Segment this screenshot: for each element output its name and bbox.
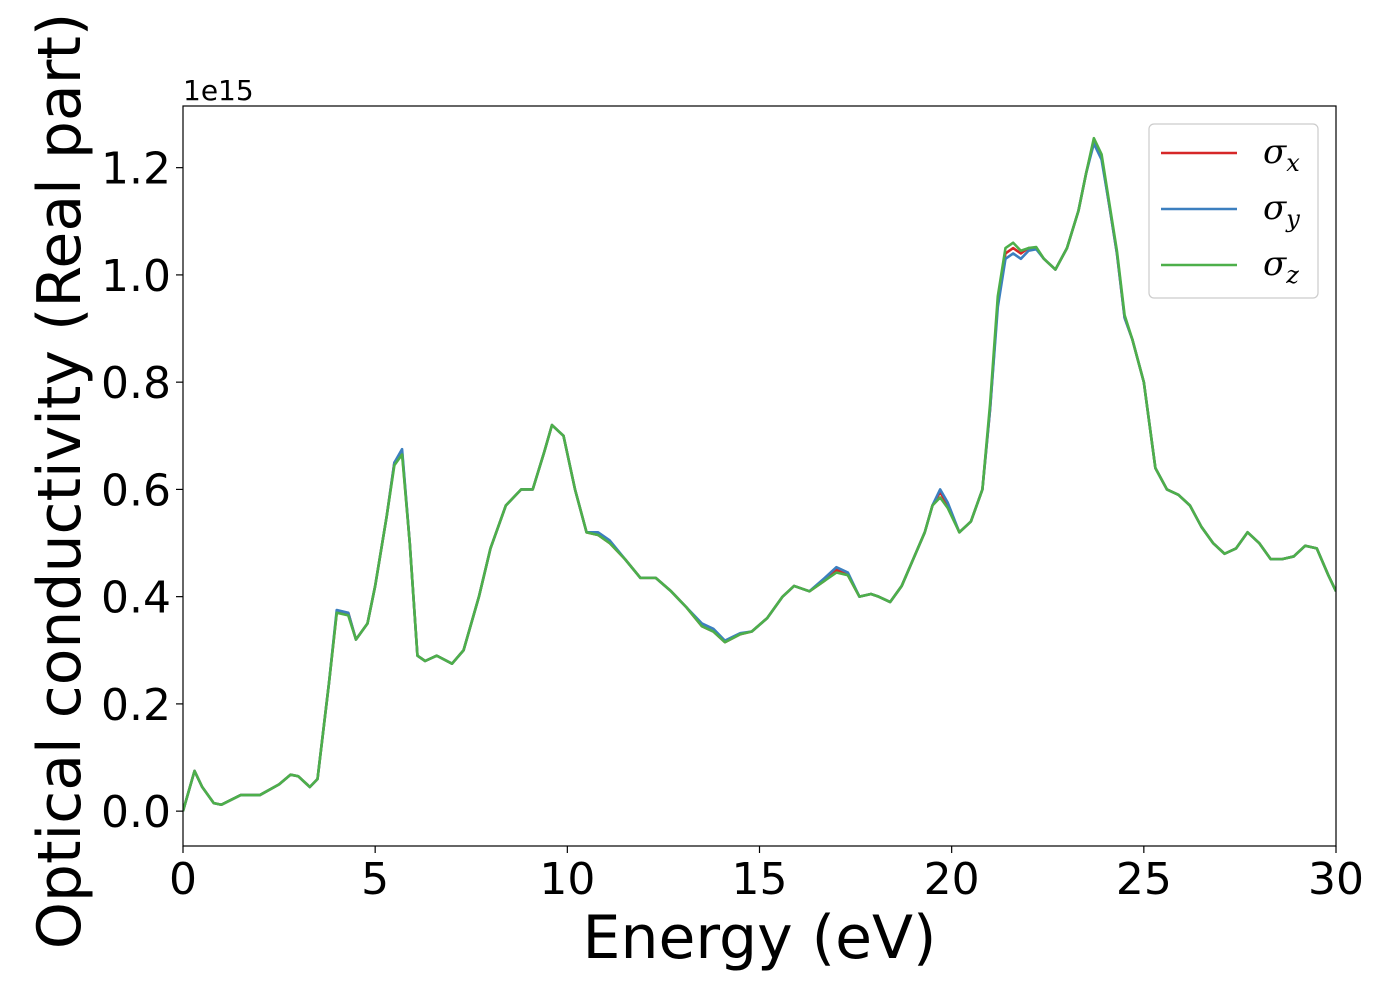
- x-tick-label: 30: [1308, 854, 1364, 905]
- legend-label-y: σy: [1263, 188, 1300, 233]
- legend-label-sub: y: [1285, 205, 1300, 233]
- x-tick-label: 10: [539, 854, 595, 905]
- series-line-z: [183, 136, 1336, 812]
- y-tick-label: 1.0: [101, 251, 171, 302]
- y-tick-label: 0.0: [101, 787, 171, 838]
- y-axis: 0.0 0.2 0.4 0.6 0.8 1.0 1.2: [101, 144, 183, 838]
- legend-label-main: σ: [1263, 244, 1287, 284]
- legend-label-main: σ: [1263, 188, 1287, 228]
- legend-label-sub: x: [1286, 149, 1300, 177]
- legend-box: [1148, 123, 1319, 299]
- legend-label-sub: z: [1285, 261, 1299, 289]
- legend-label-main: σ: [1263, 132, 1287, 172]
- x-tick-label: 25: [1116, 854, 1172, 905]
- y-tick-label: 0.4: [101, 573, 171, 624]
- x-tick-label: 5: [361, 854, 389, 905]
- x-axis-label: Energy (eV): [583, 903, 937, 973]
- x-tick-label: 20: [924, 854, 980, 905]
- y-tick-label: 0.2: [101, 680, 171, 731]
- y-tick-label: 1.2: [101, 144, 171, 195]
- legend-label-z: σz: [1263, 244, 1299, 289]
- x-tick-label: 0: [169, 854, 197, 905]
- x-axis: 0 5 10 15 20 25 30: [169, 846, 1364, 905]
- plot-lines: [183, 136, 1336, 812]
- x-tick-label: 15: [732, 854, 788, 905]
- legend-label-x: σx: [1263, 132, 1300, 177]
- y-tick-label: 0.8: [101, 358, 171, 409]
- y-axis-label: Optical conductivity (Real part): [25, 13, 95, 950]
- y-offset-text: 1e15: [183, 74, 254, 107]
- y-tick-label: 0.6: [101, 465, 171, 516]
